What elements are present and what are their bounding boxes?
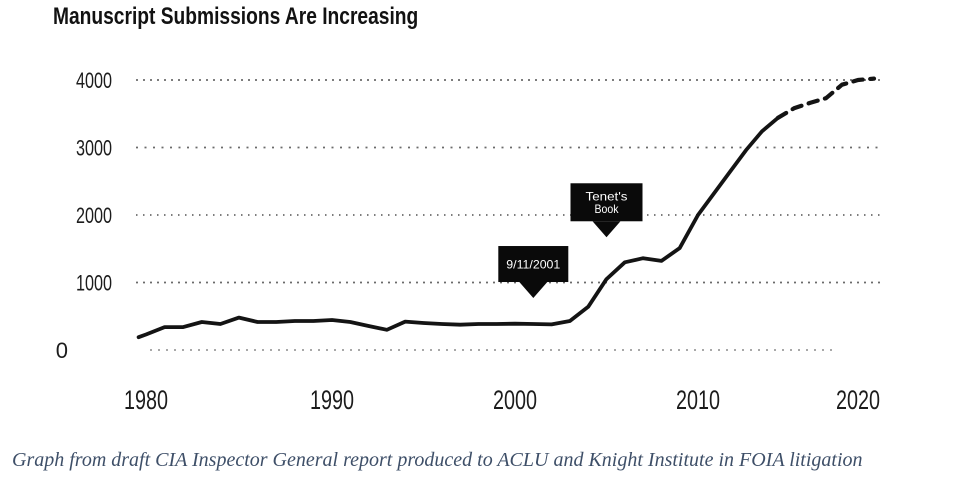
annotation-label: Book — [595, 202, 620, 216]
y-tick-label: 2000 — [76, 203, 112, 228]
submissions-line-projected — [775, 76, 877, 120]
x-tick-label: 2010 — [676, 385, 720, 415]
annotation-label: Tenet's — [586, 189, 628, 203]
x-tick-label: 2020 — [836, 385, 880, 415]
y-tick-label: 1000 — [76, 271, 112, 296]
figure-caption: Graph from draft CIA Inspector General r… — [12, 449, 863, 471]
y-tick-label: 3000 — [76, 136, 112, 161]
x-tick-label: 1990 — [310, 385, 354, 415]
submissions-line — [136, 115, 780, 340]
chart-title: Manuscript Submissions Are Increasing — [53, 3, 419, 30]
x-tick-label: 1980 — [124, 385, 168, 415]
y-tick-label: 0 — [56, 338, 68, 363]
annotation-callout — [570, 183, 643, 222]
annotation-pointer — [519, 282, 548, 299]
y-tick-label: 4000 — [76, 68, 112, 93]
annotation-callout — [498, 246, 569, 283]
submissions-chart: 0 1000 2000 3000 4000 1980 1990 2000 2010 2020 9/1… — [56, 68, 884, 415]
x-tick-label: 2000 — [493, 385, 537, 415]
annotation-label: 9/11/2001 — [506, 258, 560, 272]
annotation-pointer — [592, 221, 621, 238]
